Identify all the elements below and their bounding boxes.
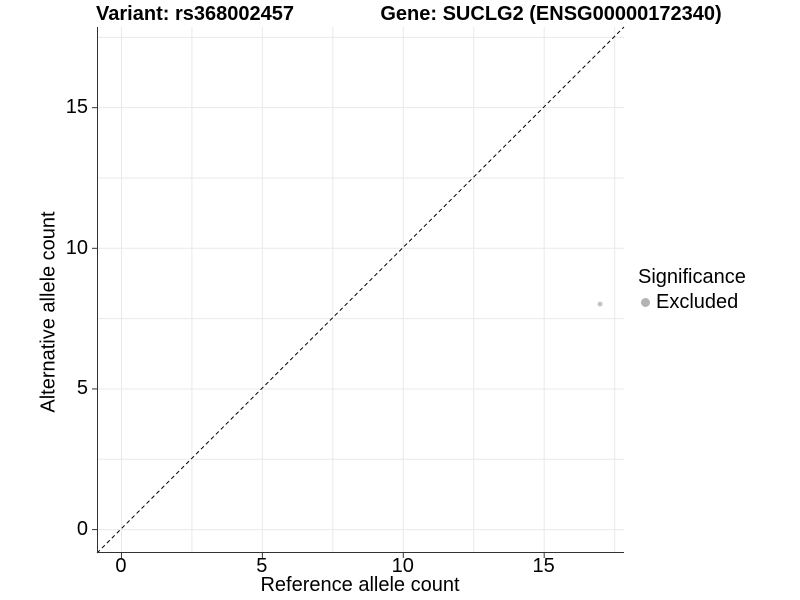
identity-line bbox=[96, 26, 625, 554]
legend-title: Significance bbox=[638, 266, 746, 288]
y-tick-label: 0 bbox=[76, 518, 88, 541]
y-axis-title: Alternative allele count bbox=[37, 211, 60, 413]
legend: Significance Excluded bbox=[638, 266, 746, 314]
legend-key-dot-icon bbox=[641, 298, 650, 307]
x-tick-label: 10 bbox=[391, 555, 414, 577]
x-axis-title: Reference allele count bbox=[260, 574, 460, 596]
x-tick-label: 0 bbox=[115, 555, 127, 577]
plot-title-variant: Variant: rs368002457 bbox=[96, 3, 294, 25]
y-tick-label: 10 bbox=[65, 236, 88, 259]
x-tick-label: 5 bbox=[256, 555, 268, 577]
legend-item-excluded: Excluded bbox=[638, 291, 746, 314]
legend-item-label: Excluded bbox=[656, 291, 739, 313]
x-tick-label: 15 bbox=[532, 555, 555, 577]
data-point bbox=[597, 301, 603, 307]
plot-title-gene: Gene: SUCLG2 (ENSG00000172340) bbox=[380, 3, 722, 25]
plot-panel bbox=[92, 26, 625, 558]
y-tick-label: 15 bbox=[65, 96, 88, 119]
y-tick-label: 5 bbox=[76, 377, 88, 400]
